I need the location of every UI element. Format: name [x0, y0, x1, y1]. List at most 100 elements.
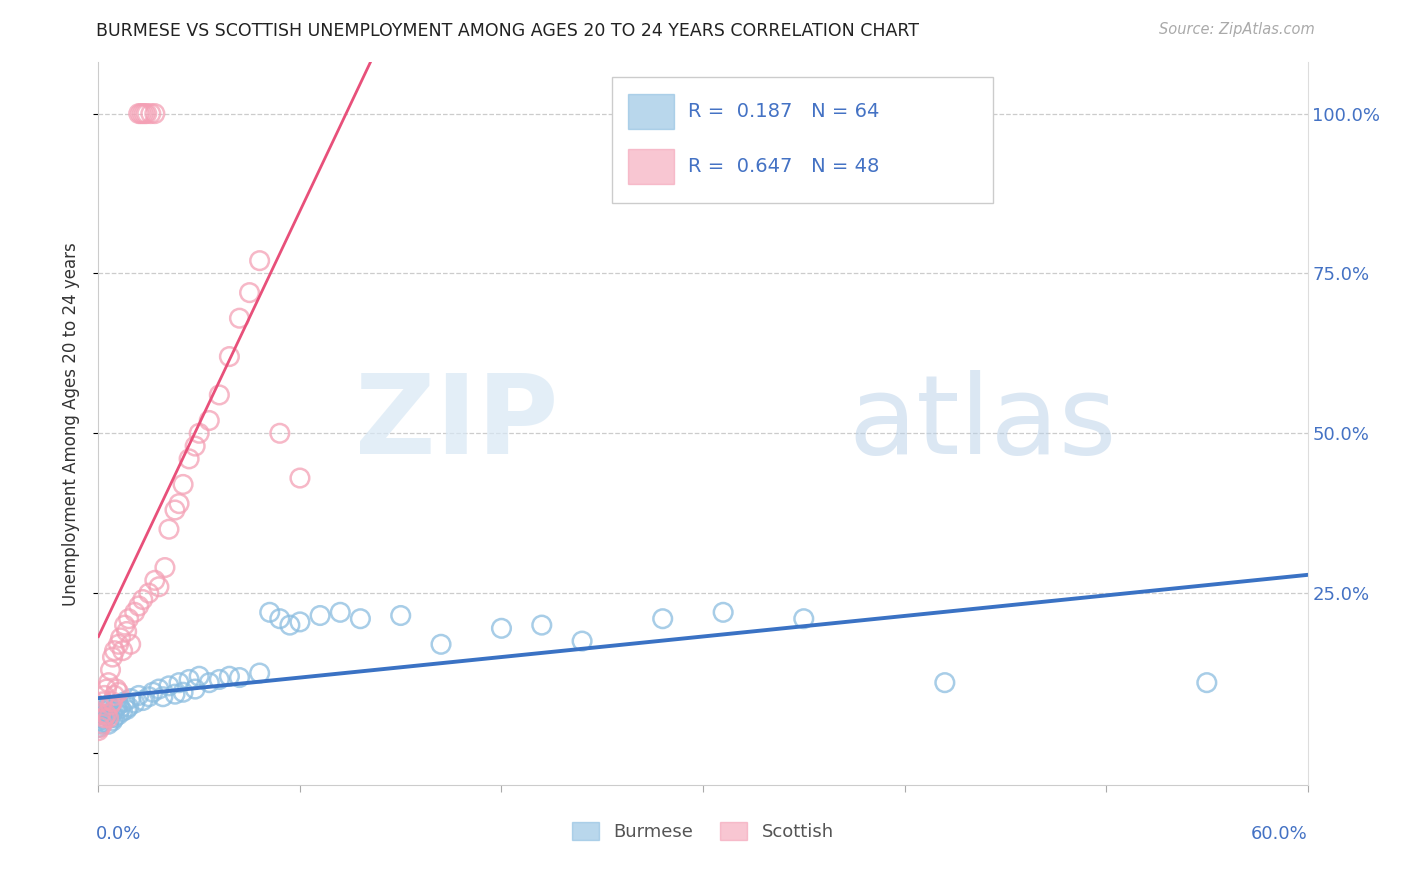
- Point: [128, 106, 150, 120]
- Point: [172, 477, 194, 491]
- Point: [87, 720, 110, 734]
- Point: [1195, 675, 1218, 690]
- Point: [135, 106, 157, 120]
- Point: [100, 698, 122, 712]
- Point: [97, 698, 120, 712]
- Point: [218, 669, 240, 683]
- Point: [278, 618, 301, 632]
- Point: [118, 700, 141, 714]
- Point: [259, 605, 281, 619]
- Point: [91, 695, 114, 709]
- Point: [97, 711, 120, 725]
- Point: [249, 253, 271, 268]
- Point: [184, 439, 207, 453]
- Point: [172, 685, 194, 699]
- Point: [89, 720, 111, 734]
- Point: [530, 618, 553, 632]
- Point: [163, 503, 186, 517]
- Point: [491, 621, 513, 635]
- Point: [89, 711, 111, 725]
- Point: [188, 426, 211, 441]
- Text: Source: ZipAtlas.com: Source: ZipAtlas.com: [1159, 22, 1315, 37]
- Point: [167, 497, 190, 511]
- Point: [96, 701, 118, 715]
- Point: [309, 608, 332, 623]
- Point: [198, 675, 221, 690]
- Point: [103, 702, 125, 716]
- Point: [89, 707, 111, 722]
- Point: [128, 689, 150, 703]
- Point: [184, 681, 207, 696]
- Point: [132, 592, 155, 607]
- Point: [142, 685, 165, 699]
- Point: [103, 711, 125, 725]
- Point: [389, 608, 412, 623]
- Text: ZIP: ZIP: [354, 370, 558, 477]
- Point: [101, 695, 124, 709]
- Point: [571, 634, 593, 648]
- Point: [107, 685, 129, 699]
- Point: [93, 711, 115, 725]
- Point: [167, 675, 190, 690]
- Point: [208, 388, 231, 402]
- Point: [143, 574, 166, 588]
- Point: [114, 618, 136, 632]
- Point: [100, 663, 122, 677]
- Legend: Burmese, Scottish: Burmese, Scottish: [565, 814, 841, 848]
- Point: [208, 673, 231, 687]
- Point: [91, 715, 114, 730]
- Point: [143, 106, 166, 120]
- Point: [934, 675, 956, 690]
- Point: [115, 702, 138, 716]
- Point: [228, 311, 250, 326]
- Point: [153, 560, 176, 574]
- Point: [105, 700, 128, 714]
- Point: [93, 713, 115, 727]
- Point: [96, 709, 118, 723]
- Point: [96, 707, 118, 722]
- Point: [120, 691, 142, 706]
- Point: [124, 605, 146, 619]
- Point: [111, 643, 134, 657]
- Point: [101, 650, 124, 665]
- Point: [179, 673, 201, 687]
- Point: [103, 643, 125, 657]
- Point: [118, 612, 141, 626]
- Point: [107, 698, 129, 712]
- Point: [288, 471, 311, 485]
- Point: [139, 106, 162, 120]
- Point: [115, 624, 138, 639]
- Point: [89, 717, 111, 731]
- Point: [134, 106, 156, 120]
- Point: [120, 637, 142, 651]
- Point: [218, 350, 240, 364]
- Point: [110, 631, 132, 645]
- Bar: [628, 95, 673, 129]
- Point: [91, 717, 114, 731]
- Point: [93, 705, 115, 719]
- Text: BURMESE VS SCOTTISH UNEMPLOYMENT AMONG AGES 20 TO 24 YEARS CORRELATION CHART: BURMESE VS SCOTTISH UNEMPLOYMENT AMONG A…: [96, 22, 918, 40]
- Point: [97, 675, 120, 690]
- Point: [96, 681, 118, 696]
- Text: R =  0.187   N = 64: R = 0.187 N = 64: [689, 102, 880, 121]
- Point: [269, 426, 291, 441]
- Point: [288, 615, 311, 629]
- Point: [100, 711, 122, 725]
- Point: [103, 689, 125, 703]
- Point: [100, 701, 122, 715]
- Point: [101, 705, 124, 719]
- Point: [157, 522, 180, 536]
- Point: [124, 696, 146, 710]
- Point: [198, 413, 221, 427]
- Point: [93, 689, 115, 703]
- Point: [87, 714, 110, 728]
- Point: [91, 707, 114, 722]
- Text: R =  0.647   N = 48: R = 0.647 N = 48: [689, 157, 880, 176]
- Point: [152, 690, 174, 704]
- Point: [114, 695, 136, 709]
- Point: [793, 612, 815, 626]
- Point: [711, 605, 734, 619]
- Point: [138, 690, 160, 704]
- Point: [128, 599, 150, 613]
- Point: [188, 669, 211, 683]
